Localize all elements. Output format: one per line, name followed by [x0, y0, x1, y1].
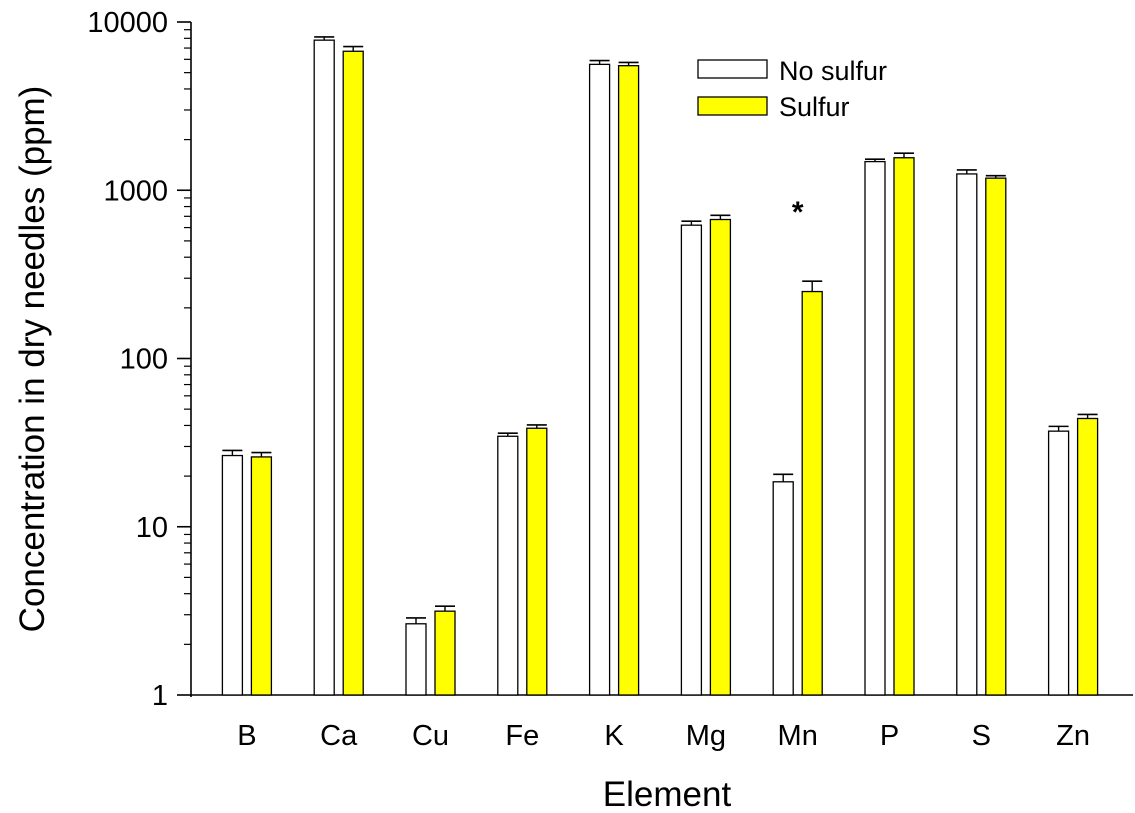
x-tick-label: K — [604, 720, 624, 752]
legend: No sulfur Sulfur — [697, 56, 887, 122]
x-axis-title: Element — [603, 775, 732, 813]
x-tick-label: P — [880, 720, 899, 752]
y-tick-label: 1000 — [103, 175, 168, 207]
bar-sulfur — [434, 610, 456, 696]
bar-sulfur — [801, 290, 823, 696]
bar-sulfur — [709, 218, 732, 696]
x-tick-label: Mn — [778, 720, 818, 752]
bar-no-sulfur — [497, 435, 519, 696]
bar-sulfur — [526, 427, 548, 696]
y-tick-label: 100 — [120, 344, 168, 376]
x-tick-label: B — [237, 720, 256, 752]
x-tick-label: Mg — [686, 720, 726, 752]
legend-swatch-sulfur — [697, 96, 768, 116]
bar-no-sulfur — [221, 454, 244, 696]
x-tick-label: Fe — [505, 720, 539, 752]
legend-label-sulfur: Sulfur — [779, 92, 850, 122]
legend-label-no-sulfur: No sulfur — [779, 56, 887, 86]
annotations: * — [792, 196, 804, 229]
y-tick-label: 1 — [152, 680, 168, 712]
legend-swatch-no-sulfur — [697, 59, 768, 79]
error-bar-group — [222, 36, 1098, 624]
bar-sulfur — [342, 50, 364, 696]
bar-sulfur — [893, 157, 915, 696]
bar-no-sulfur — [313, 39, 335, 696]
bar-no-sulfur — [588, 63, 611, 696]
y-axis-ticks: 1 10 100 1000 10000 — [87, 7, 191, 712]
significance-marker: * — [792, 196, 804, 229]
x-tick-label: Ca — [320, 720, 358, 752]
x-tick-label: S — [972, 720, 991, 752]
bar-no-sulfur — [956, 173, 978, 696]
bar-group — [221, 39, 1099, 696]
bar-no-sulfur — [1047, 430, 1070, 696]
plot-area: 1 10 100 1000 10000 B Ca Cu Fe K Mg Mn P S Zn * — [87, 7, 1133, 752]
bar-no-sulfur — [864, 160, 886, 696]
y-tick-label: 10000 — [87, 7, 168, 39]
x-tick-label: Cu — [412, 720, 449, 752]
bar-sulfur — [985, 177, 1007, 696]
y-axis-title: Concentration in dry needles (ppm) — [13, 86, 52, 633]
x-tick-label: Zn — [1056, 720, 1090, 752]
bar-no-sulfur — [405, 623, 427, 696]
bar-sulfur — [1076, 417, 1099, 696]
x-axis-tick-labels: B Ca Cu Fe K Mg Mn P S Zn — [237, 720, 1090, 752]
bar-no-sulfur — [680, 224, 703, 696]
bar-sulfur — [250, 456, 273, 696]
bar-sulfur — [617, 65, 640, 696]
bar-no-sulfur — [772, 481, 794, 696]
y-tick-label: 10 — [136, 512, 168, 544]
